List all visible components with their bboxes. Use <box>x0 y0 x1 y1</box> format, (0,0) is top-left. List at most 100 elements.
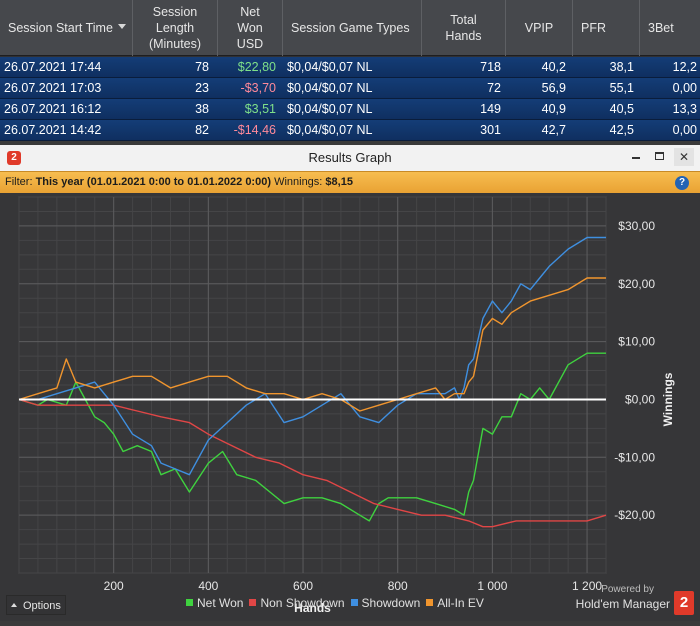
legend-swatch <box>350 599 358 606</box>
sort-desc-icon <box>118 24 126 29</box>
cell-net: $3,51 <box>244 102 276 116</box>
filter-bar[interactable]: Filter: This year (01.01.2021 0:00 to 01… <box>0 171 700 193</box>
cell-length: 82 <box>195 123 209 137</box>
header-label: 3Bet <box>648 21 674 35</box>
x-tick-label: 200 <box>104 579 124 593</box>
x-tick-label: 600 <box>293 579 313 593</box>
winnings-label: Winnings: <box>274 176 323 188</box>
cell-threebet: 12,2 <box>672 60 697 74</box>
series-line-all-in-ev <box>18 277 606 412</box>
legend-item[interactable]: Non Showdown <box>249 596 345 610</box>
brand-logo-icon: 2 <box>674 591 694 615</box>
brand-name: Hold'em Manager <box>575 597 670 611</box>
powered-by-label: Powered by <box>601 584 654 595</box>
header-net-won[interactable]: Net Won USD <box>218 0 283 56</box>
y-tick-label: -$10,00 <box>614 450 655 464</box>
cell-start: 26.07.2021 16:12 <box>4 102 102 116</box>
close-icon: ✕ <box>678 150 690 164</box>
window-title: Results Graph <box>308 150 392 165</box>
table-row[interactable]: 26.07.2021 14:42 82 -$14,46 $0,04/$0,07 NL 3… <box>0 120 700 141</box>
y-tick-label: $20,00 <box>618 277 655 291</box>
header-game-types[interactable]: Session Game Types <box>283 0 422 56</box>
cell-length: 38 <box>195 102 209 116</box>
legend-swatch <box>426 599 434 606</box>
y-tick-label: -$20,00 <box>614 508 655 522</box>
cell-game: $0,04/$0,07 NL <box>287 123 373 137</box>
options-button[interactable]: Options <box>6 595 66 615</box>
cell-game: $0,04/$0,07 NL <box>287 102 373 116</box>
x-tick-label: 1 200 <box>572 579 602 593</box>
chart-legend: Net Won Non Showdown Showdown All-In EV <box>186 596 490 610</box>
series-line-non-showdown <box>18 398 607 528</box>
cell-net: -$3,70 <box>240 81 276 95</box>
legend-item[interactable]: Showdown <box>350 596 421 610</box>
minimize-icon <box>632 157 640 159</box>
options-label: Options <box>23 600 61 612</box>
legend-label: Non Showdown <box>260 596 345 610</box>
cell-vpip: 42,7 <box>541 123 566 137</box>
header-pfr[interactable]: PFR <box>573 0 640 56</box>
cell-vpip: 56,9 <box>541 81 566 95</box>
legend-item[interactable]: Net Won <box>186 596 243 610</box>
close-button[interactable]: ✕ <box>674 148 694 166</box>
sessions-table: Session Start Time Session Length (Minut… <box>0 0 700 141</box>
legend-label: Showdown <box>361 596 421 610</box>
cell-hands: 72 <box>487 81 501 95</box>
header-3bet[interactable]: 3Bet <box>640 0 700 56</box>
maximize-button[interactable] <box>650 148 670 166</box>
cell-start: 26.07.2021 17:44 <box>4 60 102 74</box>
table-header: Session Start Time Session Length (Minut… <box>0 0 700 56</box>
cell-hands: 301 <box>480 123 501 137</box>
x-tick-label: 1 000 <box>477 579 507 593</box>
cell-vpip: 40,9 <box>541 102 566 116</box>
legend-swatch <box>249 599 257 606</box>
table-row[interactable]: 26.07.2021 16:12 38 $3,51 $0,04/$0,07 NL 149… <box>0 99 700 120</box>
y-tick-label: $0,00 <box>625 392 655 406</box>
header-session-start-time[interactable]: Session Start Time <box>0 0 133 56</box>
minimize-button[interactable] <box>627 148 647 166</box>
winnings-value: $8,15 <box>325 176 353 188</box>
cell-vpip: 40,2 <box>541 60 566 74</box>
header-session-length[interactable]: Session Length (Minutes) <box>133 0 218 56</box>
legend-swatch <box>186 599 193 606</box>
series-line-net-won <box>18 352 606 522</box>
cell-pfr: 42,5 <box>609 123 634 137</box>
app-logo-icon: 2 <box>7 151 21 165</box>
y-axis-label: Winnings <box>661 372 675 426</box>
header-total-hands[interactable]: Total Hands <box>422 0 506 56</box>
caret-up-icon <box>11 603 17 607</box>
series-line-showdown <box>19 236 606 476</box>
header-label: PFR <box>581 21 606 35</box>
x-tick-label: 400 <box>198 579 218 593</box>
cell-threebet: 13,3 <box>672 102 697 116</box>
cell-game: $0,04/$0,07 NL <box>287 81 373 95</box>
cell-length: 23 <box>195 81 209 95</box>
results-graph: 200 400 600 800 1 000 1 200 $30,00 $20,00 $10,00… <box>0 193 700 621</box>
table-row[interactable]: 26.07.2021 17:03 23 -$3,70 $0,04/$0,07 NL 72… <box>0 78 700 99</box>
results-graph-window: 2 Results Graph ✕ Filter: This year (01.… <box>0 145 700 621</box>
header-label: Session Length (Minutes) <box>148 5 202 51</box>
cell-threebet: 0,00 <box>672 123 697 137</box>
legend-label: All-In EV <box>437 596 484 610</box>
x-tick-label: 800 <box>388 579 408 593</box>
cell-pfr: 40,5 <box>609 102 634 116</box>
help-icon[interactable]: ? <box>675 176 689 190</box>
table-row[interactable]: 26.07.2021 17:44 78 $22,80 $0,04/$0,07 NL 71… <box>0 57 700 78</box>
filter-value: This year (01.01.2021 0:00 to 01.01.2022… <box>35 176 271 188</box>
header-vpip[interactable]: VPIP <box>506 0 573 56</box>
legend-item[interactable]: All-In EV <box>426 596 484 610</box>
cell-pfr: 38,1 <box>609 60 634 74</box>
maximize-icon <box>655 152 664 160</box>
header-label: Net Won USD <box>236 5 264 51</box>
cell-start: 26.07.2021 17:03 <box>4 81 102 95</box>
header-label: Total Hands <box>445 13 482 43</box>
filter-label: Filter: <box>5 176 33 188</box>
cell-net: $22,80 <box>237 60 276 74</box>
title-bar: 2 Results Graph ✕ <box>0 145 700 171</box>
x-axis-label: Hands <box>294 601 331 615</box>
header-label: VPIP <box>524 21 554 35</box>
cell-length: 78 <box>195 60 209 74</box>
cell-hands: 149 <box>480 102 501 116</box>
results-chart: 200 400 600 800 1 000 1 200 $30,00 $20,00 $10,00… <box>18 196 675 615</box>
cell-hands: 718 <box>480 60 501 74</box>
